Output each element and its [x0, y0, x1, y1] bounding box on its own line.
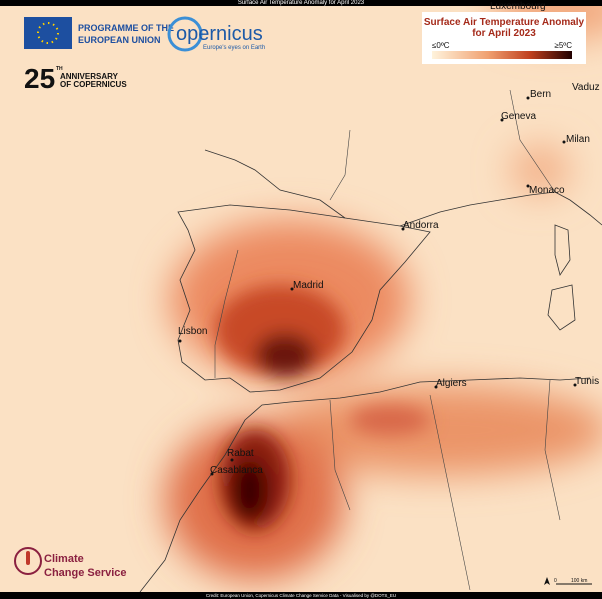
eu-text: PROGRAMME OF THE — [78, 23, 174, 33]
c3s-mark — [14, 547, 42, 575]
africa-coast — [139, 377, 591, 593]
city-label: Madrid — [293, 280, 324, 291]
anniversary-suffix: TH — [56, 66, 63, 72]
title-bar — [0, 0, 602, 6]
anniversary-text: ANNIVERSARY — [60, 72, 119, 81]
city-label: Rabat — [227, 448, 254, 459]
scale-label: 0 — [554, 578, 557, 584]
c3s-thermometer — [26, 551, 30, 565]
credit-bar — [0, 592, 602, 599]
legend-min-label: ≤0ºC — [432, 41, 450, 50]
eu-text: EUROPEAN UNION — [78, 35, 161, 45]
legend-title: for April 2023 — [472, 28, 536, 39]
city-label: Vaduz — [572, 82, 600, 93]
copernicus-tagline: Europe's eyes on Earth — [203, 45, 265, 51]
c3s-text: Change Service — [44, 567, 127, 579]
city-label: Monaco — [529, 185, 565, 196]
copernicus-mark — [167, 16, 203, 52]
city-label: Lisbon — [178, 326, 207, 337]
city-label: Tunis — [575, 376, 599, 387]
legend-max-label: ≥5ºC — [554, 41, 572, 50]
city-label: Geneva — [501, 111, 536, 122]
page-title: Surface Air Temperature Anomaly for Apri… — [238, 0, 365, 6]
anniversary-text: OF COPERNICUS — [60, 80, 127, 89]
c3s-text: Climate — [44, 553, 84, 565]
eu-stars — [37, 22, 59, 44]
borders — [214, 89, 561, 591]
city-label: Casablanca — [210, 465, 263, 476]
copernicus-name: opernicus — [176, 23, 263, 45]
city-label: Algiers — [436, 378, 467, 389]
city-label: Luxembourg — [490, 1, 546, 12]
italy-coast — [547, 191, 602, 331]
france-coast — [204, 149, 556, 227]
heat-core — [215, 285, 430, 530]
iberia-coast — [177, 204, 431, 393]
city-label: Milan — [566, 134, 590, 145]
scale-label: 100 km — [571, 578, 587, 584]
city-markers — [178, 96, 577, 476]
credit: Credit: European Union, Copernicus Clima… — [206, 593, 396, 598]
city-label: Andorra — [403, 220, 439, 231]
anniversary-number: 25 — [24, 63, 55, 94]
city-label: Bern — [530, 89, 551, 100]
north-arrow — [544, 577, 550, 585]
legend-title: Surface Air Temperature Anomaly — [424, 17, 585, 28]
eu-flag — [24, 17, 72, 49]
legend-colorbar — [432, 51, 572, 59]
